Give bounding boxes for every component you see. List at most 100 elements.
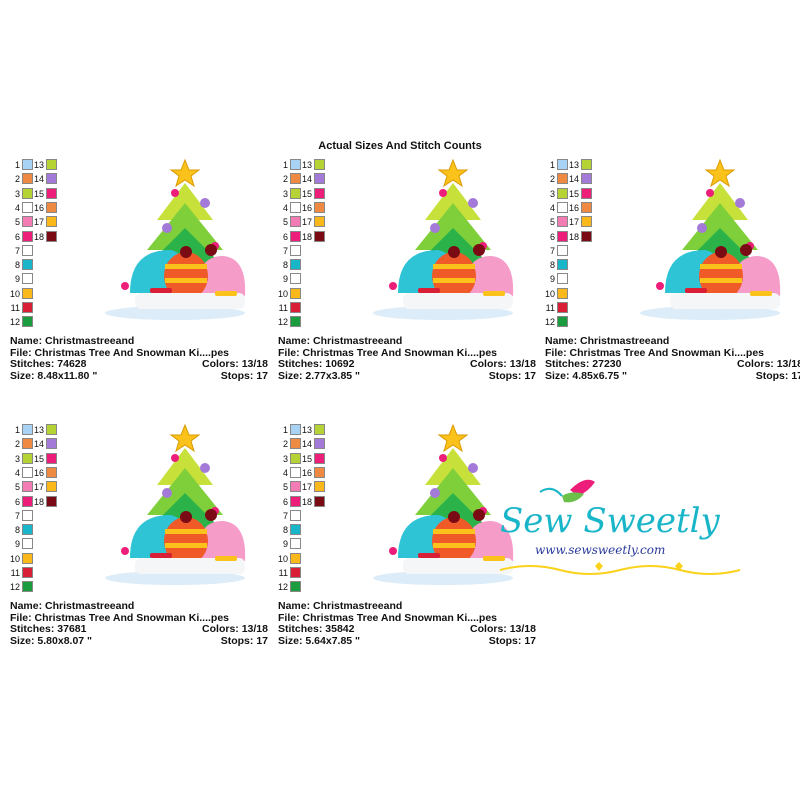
palette-row: 1 13 (10, 158, 70, 172)
palette-number: 9 (14, 539, 20, 550)
palette-row: 9 (278, 537, 338, 551)
palette-row: 5 17 (10, 215, 70, 229)
palette-row: 11 (10, 301, 70, 315)
design-file: File: Christmas Tree And Snowman Ki....p… (545, 346, 764, 359)
palette-row: 4 16 (10, 201, 70, 215)
palette-number: 1 (282, 425, 288, 435)
tree-snowman-design-image (640, 158, 781, 320)
palette-number: 4 (282, 467, 288, 478)
palette-number: 12 (278, 582, 289, 593)
palette-row: 10 (278, 287, 338, 301)
palette-row: 2 14 (10, 437, 70, 451)
palette-number: 18 (34, 231, 45, 242)
palette-swatch (22, 481, 33, 493)
palette-swatch (290, 316, 301, 328)
palette-swatch (22, 509, 33, 521)
palette-swatch (581, 187, 592, 199)
palette-swatch (290, 302, 301, 313)
palette-swatch (581, 173, 592, 185)
palette-swatch (290, 495, 301, 507)
palette-swatch (314, 481, 325, 493)
palette-row: 4 16 (278, 201, 338, 215)
palette-row: 12 (278, 315, 338, 329)
palette-swatch (22, 273, 33, 285)
palette-number: 10 (545, 288, 556, 299)
palette-number: 15 (34, 188, 45, 199)
design-size: Size: 8.48x11.80 " (10, 369, 98, 382)
palette-number: 4 (14, 467, 20, 478)
palette-number: 12 (10, 582, 21, 593)
palette-number: 12 (545, 317, 556, 328)
palette-row: 10 (278, 552, 338, 566)
palette-swatch (22, 302, 33, 313)
palette-swatch (581, 230, 592, 242)
palette-swatch (22, 581, 33, 593)
palette-swatch (46, 466, 57, 478)
palette-row: 8 (10, 523, 70, 537)
palette-row: 7 (278, 244, 338, 258)
palette-number: 15 (302, 188, 313, 199)
palette-row: 3 15 (10, 452, 70, 466)
design-file: File: Christmas Tree And Snowman Ki....p… (278, 346, 497, 359)
palette-number: 5 (14, 482, 20, 493)
palette-swatch (581, 201, 592, 213)
palette-row: 11 (10, 566, 70, 580)
palette-swatch (22, 187, 33, 199)
palette-swatch (557, 244, 568, 256)
palette-row: 8 (10, 258, 70, 272)
palette-row: 10 (545, 287, 605, 301)
palette-number: 1 (282, 160, 288, 170)
palette-number: 18 (302, 496, 313, 507)
palette-swatch (290, 509, 301, 521)
palette-number: 9 (14, 274, 20, 285)
palette-swatch (557, 230, 568, 242)
palette-number: 10 (278, 288, 289, 299)
palette-swatch (46, 438, 57, 450)
palette-swatch (22, 424, 33, 435)
palette-row: 3 15 (278, 452, 338, 466)
palette-number: 8 (549, 260, 555, 271)
palette-swatch (46, 173, 57, 185)
palette-number: 17 (34, 217, 45, 228)
palette-swatch (22, 316, 33, 328)
design-colors: Colors: 13/18 (202, 358, 268, 370)
palette-number: 18 (34, 496, 45, 507)
palette-number: 13 (34, 160, 45, 170)
sew-sweetly-logo: Sew Sweetly www.sewsweetly.com (500, 479, 741, 575)
palette-number: 14 (34, 174, 45, 185)
palette-row: 8 (278, 258, 338, 272)
palette-number: 16 (302, 467, 313, 478)
palette-swatch (557, 287, 568, 299)
palette-number: 5 (282, 482, 288, 493)
palette-number: 2 (549, 174, 555, 185)
palette-swatch (22, 524, 33, 536)
palette-number: 5 (282, 217, 288, 228)
design-name: Name: Christmastreeand (278, 600, 403, 612)
design-size: Size: 5.80x8.07 " (10, 634, 93, 647)
palette-row: 9 (10, 272, 70, 286)
palette-number: 1 (549, 160, 555, 170)
palette-number: 2 (14, 439, 20, 450)
design-stops: Stops: 17 (488, 369, 536, 382)
design-stitches: Stitches: 35842 (278, 623, 355, 635)
palette-swatch (290, 452, 301, 464)
palette-number: 13 (569, 160, 580, 170)
palette-swatch (314, 495, 325, 507)
palette-number: 1 (14, 160, 20, 170)
palette-row: 4 16 (545, 201, 605, 215)
palette-row: 5 17 (278, 480, 338, 494)
palette-row: 3 15 (10, 187, 70, 201)
palette-row: 5 17 (10, 480, 70, 494)
design-info: Name: Christmastreeand File: Christmas T… (278, 335, 536, 382)
design-stitches: Stitches: 27230 (545, 358, 622, 370)
palette-row: 6 18 (278, 495, 338, 509)
palette-swatch (290, 159, 301, 170)
palette-swatch (22, 287, 33, 299)
palette-number: 9 (282, 539, 288, 550)
palette-number: 18 (569, 231, 580, 242)
palette-swatch (557, 173, 568, 185)
palette-swatch (290, 481, 301, 493)
palette-number: 11 (545, 303, 555, 313)
palette-number: 6 (282, 496, 288, 507)
palette-swatch (290, 552, 301, 564)
